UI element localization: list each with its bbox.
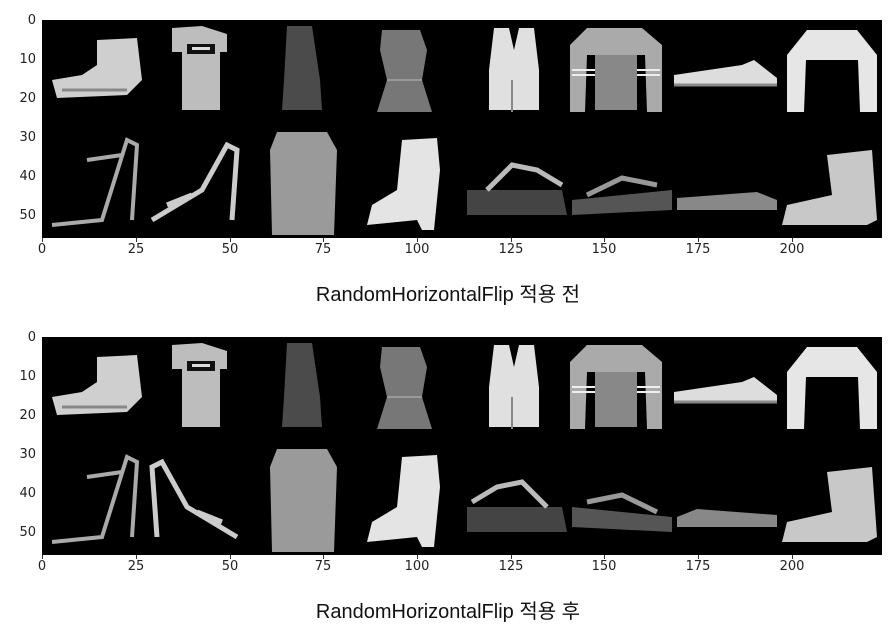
ankle-boot-heel-image	[367, 455, 440, 547]
x-tick-label: 50	[221, 559, 239, 574]
y-tick-label: 50	[19, 525, 36, 540]
fashion-images-before	[51, 26, 877, 235]
y-tick-label: 40	[19, 169, 36, 184]
sneaker-image	[674, 377, 777, 404]
dress-dark-image	[282, 26, 322, 110]
x-tick-label: 50	[221, 242, 239, 257]
y-tick-label: 0	[27, 13, 36, 28]
x-tick-label: 100	[404, 559, 430, 574]
x-tick-label: 25	[127, 559, 145, 574]
y-tick-label: 10	[19, 52, 36, 67]
x-tick-label: 200	[779, 242, 805, 257]
fashion-images-after	[51, 343, 877, 552]
sneaker-low-image	[677, 192, 777, 210]
ankle-boot-heel-image	[367, 138, 440, 230]
image-grid-before	[42, 20, 882, 238]
y-tick-label: 30	[19, 130, 36, 145]
x-tick-label: 75	[314, 559, 332, 574]
panel-before: 0 10 20 30 40 50	[0, 8, 896, 308]
x-tick-label: 175	[685, 242, 711, 257]
pullover-stripe-image	[570, 345, 662, 429]
x-tick-label: 0	[37, 242, 47, 257]
caption-before: RandomHorizontalFlip 적용 전	[315, 284, 581, 306]
x-tick-label: 200	[779, 559, 805, 574]
caption-after: RandomHorizontalFlip 적용 후	[315, 601, 581, 623]
t-shirt-image	[172, 343, 227, 427]
sandal-flat-flipped-image	[572, 492, 672, 532]
top-sleeveless-image	[489, 28, 539, 112]
pullover-white-image	[787, 347, 877, 429]
sneaker-image	[674, 60, 777, 87]
sandal-heel-image	[51, 137, 140, 227]
dress-dark-image	[282, 343, 322, 427]
panel-after: 0 10 20 30 40 50	[0, 325, 896, 625]
ankle-boot-image	[782, 150, 877, 225]
y-tick-label: 50	[19, 208, 36, 223]
x-tick-label: 100	[404, 242, 430, 257]
y-tick-label: 10	[19, 369, 36, 384]
x-tick-label: 125	[498, 559, 524, 574]
dress-light-image	[270, 132, 337, 235]
sandal-platform-image	[467, 162, 567, 215]
x-tick-label: 150	[591, 559, 617, 574]
y-tick-label: 20	[19, 408, 36, 423]
top-sleeveless-image	[489, 345, 539, 429]
image-grid-after	[42, 337, 882, 555]
pullover-white-image	[787, 30, 877, 112]
x-tick-label: 125	[498, 242, 524, 257]
x-tick-label: 25	[127, 242, 145, 257]
y-tick-label: 40	[19, 486, 36, 501]
sandal-heel-image	[150, 141, 240, 223]
y-tick-label: 20	[19, 91, 36, 106]
sneaker-low-flipped-image	[677, 509, 777, 527]
x-tick-label: 0	[37, 559, 47, 574]
dress-ruffle-image	[377, 30, 432, 112]
dress-ruffle-image	[377, 347, 432, 429]
y-tick-label: 0	[27, 330, 36, 345]
sandal-flat-image	[572, 175, 672, 215]
pullover-stripe-image	[570, 28, 662, 112]
sandal-platform-flipped-image	[467, 479, 567, 532]
sandal-heel-image	[51, 454, 140, 544]
x-tick-label: 150	[591, 242, 617, 257]
ankle-boot-image	[52, 38, 142, 98]
ankle-boot-image	[782, 467, 877, 542]
sandal-heel-flipped-image	[149, 458, 239, 540]
ankle-boot-image	[52, 355, 142, 415]
dress-light-image	[270, 449, 337, 552]
x-tick-label: 175	[685, 559, 711, 574]
x-tick-label: 75	[314, 242, 332, 257]
t-shirt-image	[172, 26, 227, 110]
y-tick-label: 30	[19, 447, 36, 462]
